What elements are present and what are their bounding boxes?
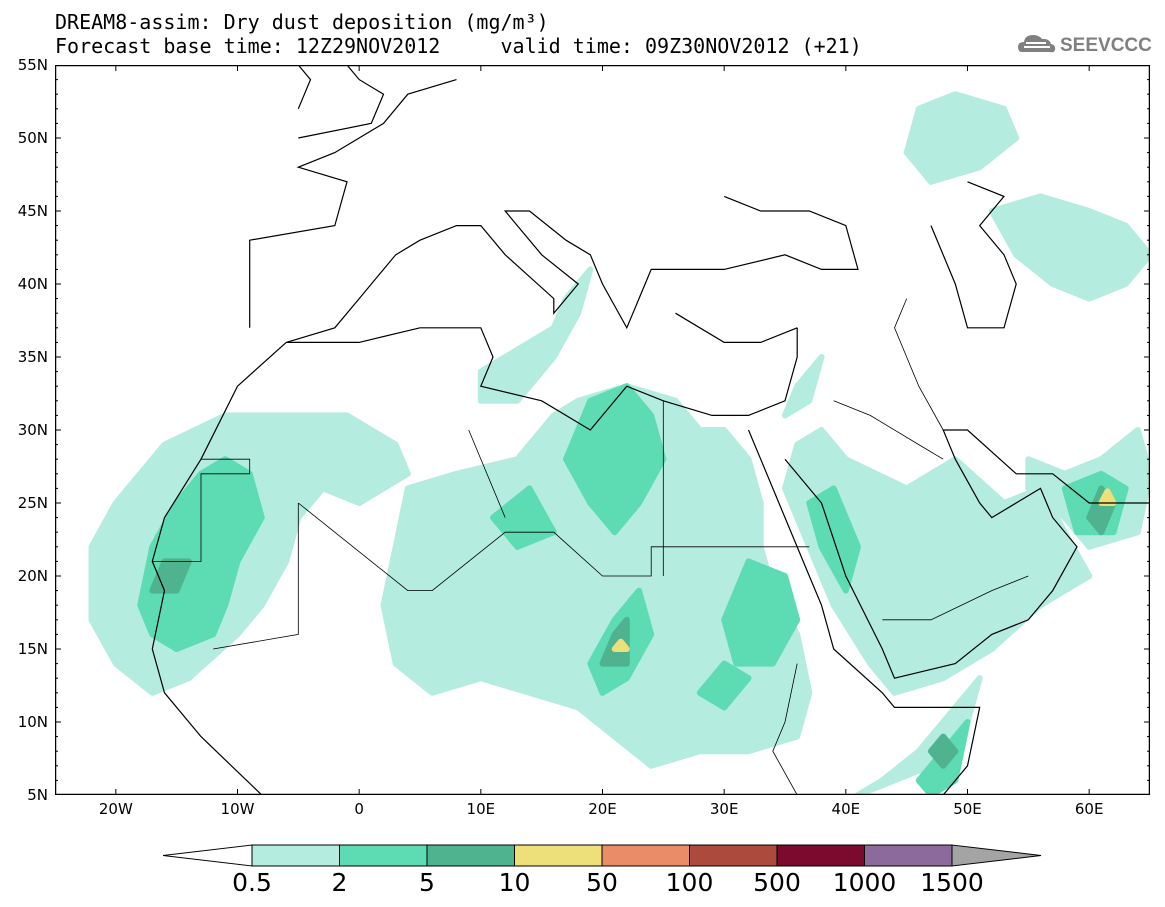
colorbar-label: 1000 [832, 868, 897, 897]
colorbar-label: 2 [331, 868, 348, 897]
colorbar-swatch [864, 844, 953, 867]
colorbar-label: 100 [665, 868, 714, 897]
colorbar-swatch [689, 844, 778, 867]
coastline-europe-south-coast [249, 79, 457, 328]
border-libya-chad-sudan [505, 531, 810, 577]
dust-region-horn-of-africa [855, 675, 983, 795]
map-frame [55, 65, 1150, 795]
dust-layer [88, 91, 1150, 795]
border-libya-algeria [468, 429, 506, 518]
lon-label: 30E [709, 800, 739, 818]
lat-label: 35N [17, 348, 48, 366]
coastline-great-britain [297, 65, 385, 139]
colorbar-label: 50 [586, 868, 618, 897]
lat-label: 45N [17, 202, 48, 220]
lon-label: 60E [1074, 800, 1104, 818]
border-saudi-yemen [882, 575, 1029, 621]
border-saudi-iraq [833, 400, 944, 460]
lat-label: 15N [17, 640, 48, 658]
border-western-sahara [152, 458, 251, 562]
logo-text: SEEVCCC [1060, 35, 1152, 56]
border-ethiopia-sudan [772, 663, 798, 795]
dust-region-chad-peak [611, 638, 630, 652]
lat-label: 10N [17, 713, 48, 731]
dust-region-chad-core [599, 616, 630, 667]
lat-label: 30N [17, 421, 48, 439]
lon-label: 0 [354, 800, 364, 818]
colorbar-swatch [776, 844, 865, 867]
lat-label: 40N [17, 275, 48, 293]
lon-label: 20E [588, 800, 617, 818]
coastline-layer [151, 65, 1150, 795]
lon-label: 20W [98, 800, 133, 818]
lat-label: 20N [17, 567, 48, 585]
colorbar-swatch [339, 844, 428, 867]
colorbar-swatch [251, 844, 340, 867]
lat-label: 50N [17, 129, 48, 147]
colorbar-label: 1500 [920, 868, 984, 897]
coastline-north-africa-coast [286, 327, 798, 431]
seevccc-logo: SEEVCCC [1018, 35, 1152, 56]
colorbar-swatch [426, 844, 515, 867]
border-mauritania-east [213, 503, 299, 650]
dust-region-levant [782, 354, 825, 419]
dust-region-somalia-core [928, 733, 959, 769]
dust-region-caspian-kazakh [903, 91, 1020, 185]
chart-title: DREAM8-assim: Dry dust deposition (mg/m³… [55, 10, 549, 34]
lon-label: 40E [831, 800, 861, 818]
map-plot [55, 65, 1150, 795]
dust-region-arabia-red-sea [782, 427, 1093, 696]
colorbar-under-triangle [163, 844, 253, 867]
colorbar-label: 5 [419, 868, 435, 897]
dust-region-central-sudan [696, 660, 752, 711]
coastline-iberia-med [286, 195, 859, 343]
coastline-arabia-coast [784, 429, 1150, 679]
lon-label: 10W [220, 800, 255, 818]
colorbar [163, 844, 1042, 867]
lat-label: 55N [17, 56, 48, 74]
lat-label: 5N [27, 786, 48, 804]
border-algeria-mali [298, 502, 506, 591]
border-iran-iraq [894, 298, 944, 431]
dust-region-tunisia-libya-coast [477, 266, 594, 404]
colorbar-swatch [514, 844, 603, 867]
coastline-caspian-west [930, 181, 1017, 329]
colorbar-label: 500 [753, 868, 801, 897]
dust-region-central-asia [988, 193, 1150, 302]
lon-label: 50E [953, 800, 982, 818]
colorbar-label: 10 [498, 868, 531, 897]
coastline-west-africa-coast [151, 341, 287, 795]
dust-region-iran-peak [1098, 488, 1117, 506]
coastline-red-sea-west [747, 429, 981, 795]
lon-label: 10E [466, 800, 496, 818]
dust-region-sudan [721, 558, 801, 667]
colorbar-swatch [601, 844, 690, 867]
chart-subtitle: Forecast base time: 12Z29NOV2012 valid t… [55, 34, 862, 58]
colorbar-label: 0.5 [232, 868, 272, 897]
colorbar-over-triangle [951, 844, 1042, 867]
cloud-icon [1018, 35, 1056, 53]
border-layer [152, 298, 1029, 795]
lat-label: 25N [17, 494, 48, 512]
coastline-anatolia-south [675, 312, 798, 343]
